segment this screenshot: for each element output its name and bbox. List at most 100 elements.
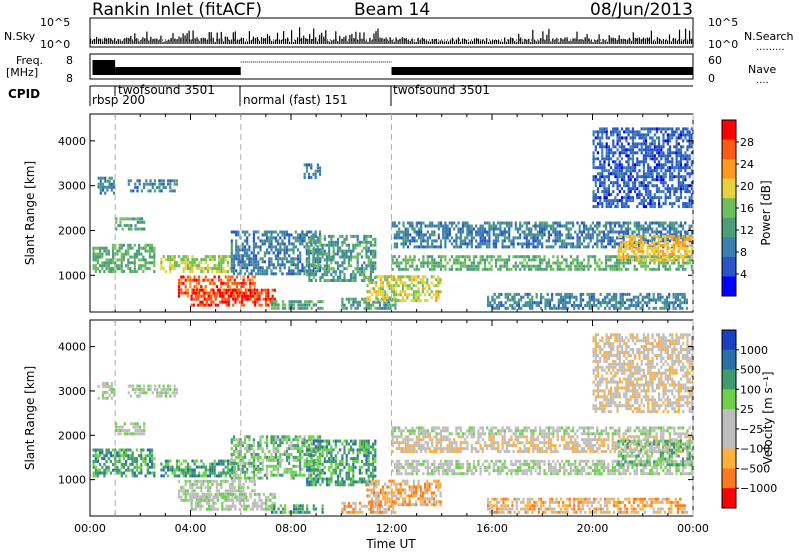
- heat-cell: [99, 448, 102, 452]
- noise-bar: [409, 40, 411, 44]
- heat-cell: [153, 474, 156, 478]
- heat-cell: [323, 243, 326, 247]
- heat-cell: [575, 295, 578, 299]
- noise-bar: [274, 39, 277, 44]
- heat-cell: [239, 260, 242, 264]
- heat-cell: [601, 157, 604, 161]
- heat-cell: [516, 227, 520, 231]
- noise-bar: [252, 36, 254, 44]
- heat-cell: [422, 236, 425, 240]
- heat-cell: [686, 202, 689, 206]
- heat-cell: [268, 257, 271, 261]
- heat-cell: [658, 154, 661, 158]
- heat-cell: [673, 240, 676, 244]
- heat-cell: [334, 252, 337, 256]
- heat-cell: [399, 275, 402, 279]
- noise-right-tick-bottom: 10^0: [708, 38, 738, 51]
- heat-cell: [321, 255, 324, 259]
- heat-cell: [99, 176, 102, 180]
- heat-cell: [235, 285, 238, 289]
- heat-cell: [312, 240, 315, 244]
- heat-cell: [494, 261, 498, 265]
- heat-cell: [129, 462, 132, 466]
- heat-cell: [609, 258, 612, 262]
- heat-cell: [256, 288, 259, 292]
- heat-cell: [296, 272, 300, 276]
- heat-cell: [561, 245, 564, 249]
- heat-cell: [653, 249, 656, 253]
- heat-cell: [140, 267, 143, 271]
- heat-cell: [417, 227, 421, 231]
- heat-cell: [502, 304, 505, 307]
- heat-cell: [565, 221, 568, 225]
- heat-cell: [602, 233, 605, 237]
- heat-cell: [583, 227, 586, 231]
- heat-cell: [250, 269, 253, 273]
- heat-cell: [225, 300, 228, 304]
- heat-cell: [303, 236, 306, 240]
- heat-cell: [369, 243, 372, 247]
- heat-cell: [211, 278, 214, 282]
- noise-bar: [355, 31, 357, 44]
- heat-cell: [350, 306, 353, 310]
- heat-cell: [220, 285, 223, 289]
- heat-cell: [143, 384, 146, 388]
- heat-cell: [103, 462, 106, 466]
- heat-cell: [450, 255, 454, 259]
- heat-cell: [334, 279, 337, 282]
- heat-cell: [254, 291, 257, 295]
- heat-cell: [153, 189, 157, 193]
- heat-cell: [114, 270, 117, 273]
- heat-cell: [352, 276, 355, 279]
- heat-cell: [127, 246, 130, 250]
- heat-cell: [682, 187, 685, 191]
- heat-cell: [634, 151, 637, 155]
- heat-cell: [658, 187, 661, 191]
- heat-cell: [639, 237, 642, 241]
- heat-cell: [472, 236, 476, 240]
- heat-cell: [251, 291, 254, 295]
- heat-cell: [106, 390, 109, 394]
- heat-cell: [240, 288, 243, 292]
- heat-cell: [635, 267, 638, 271]
- heat-cell: [430, 290, 433, 294]
- heat-cell: [638, 181, 641, 185]
- heat-cell: [131, 261, 134, 265]
- heat-cell: [660, 166, 663, 170]
- heat-cell: [388, 281, 391, 285]
- heat-cell: [534, 227, 537, 231]
- heat-cell: [125, 264, 128, 268]
- heat-cell: [336, 240, 340, 244]
- heat-cell: [167, 255, 170, 259]
- heat-cell: [404, 239, 407, 243]
- cpid-segment-normal-fast: normal (fast) 151: [243, 93, 347, 107]
- heat-cell: [596, 202, 600, 206]
- heat-cell: [96, 454, 99, 458]
- heat-cell: [439, 239, 443, 243]
- heat-cell: [619, 306, 622, 310]
- heat-cell: [214, 297, 217, 301]
- heat-cell: [175, 182, 178, 186]
- heat-cell: [243, 266, 247, 270]
- heat-cell: [655, 249, 658, 253]
- heat-cell: [106, 188, 109, 192]
- heat-cell: [397, 299, 400, 303]
- heat-cell: [303, 272, 306, 276]
- noise-bar: [196, 37, 198, 44]
- heat-cell: [466, 242, 469, 246]
- heat-cell: [409, 224, 412, 228]
- heat-cell: [628, 298, 631, 302]
- heat-cell: [575, 298, 578, 302]
- heat-cell: [655, 267, 658, 271]
- heat-cell: [688, 202, 691, 206]
- heat-cell: [620, 187, 624, 191]
- heat-cell: [395, 290, 398, 294]
- heat-cell: [395, 230, 399, 234]
- heat-cell: [668, 306, 671, 310]
- heat-cell: [598, 230, 601, 234]
- heat-cell: [290, 233, 293, 237]
- heat-cell: [648, 255, 651, 259]
- noise-bar: [218, 38, 220, 44]
- heat-cell: [508, 258, 511, 262]
